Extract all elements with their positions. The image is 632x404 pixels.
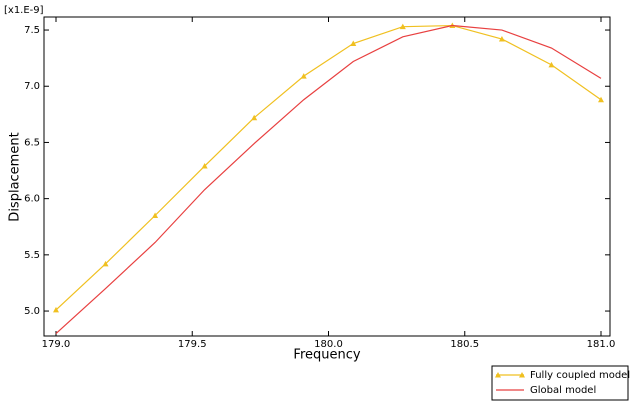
x-axis-title: Frequency	[293, 348, 360, 363]
marker	[300, 73, 307, 79]
series-line	[55, 24, 602, 311]
y-tick-label: 7.0	[24, 81, 40, 92]
marker	[498, 36, 505, 42]
marker	[251, 114, 258, 121]
marker	[52, 306, 59, 313]
y-axis-title: Displacement	[8, 132, 23, 221]
marker	[102, 260, 109, 267]
y-tick-label: 5.0	[24, 306, 40, 317]
axis-note: [x1.E-9]	[4, 5, 44, 16]
marker	[350, 40, 357, 47]
x-tick-label: 179.5	[178, 339, 207, 350]
y-tick-label: 6.5	[24, 137, 40, 148]
x-tick-label: 179.0	[42, 339, 71, 350]
x-tick-label: 180.5	[450, 339, 479, 350]
marker	[152, 212, 159, 219]
x-tick-label: 181.0	[587, 339, 616, 350]
legend-marker	[495, 372, 501, 378]
y-tick-label: 7.5	[24, 25, 40, 36]
marker	[399, 23, 406, 30]
y-tick-label: 5.5	[24, 250, 40, 261]
plot-frame	[43, 16, 611, 337]
series-line	[55, 24, 602, 334]
legend-label: Fully coupled model	[530, 370, 630, 381]
marker	[201, 163, 208, 169]
x-tick-label: 180.0	[314, 339, 343, 350]
legend-label: Global model	[530, 385, 596, 396]
legend-marker	[519, 372, 525, 378]
marker	[548, 61, 555, 68]
y-tick-label: 6.0	[24, 194, 40, 205]
marker	[598, 96, 605, 103]
legend-box	[491, 365, 629, 401]
